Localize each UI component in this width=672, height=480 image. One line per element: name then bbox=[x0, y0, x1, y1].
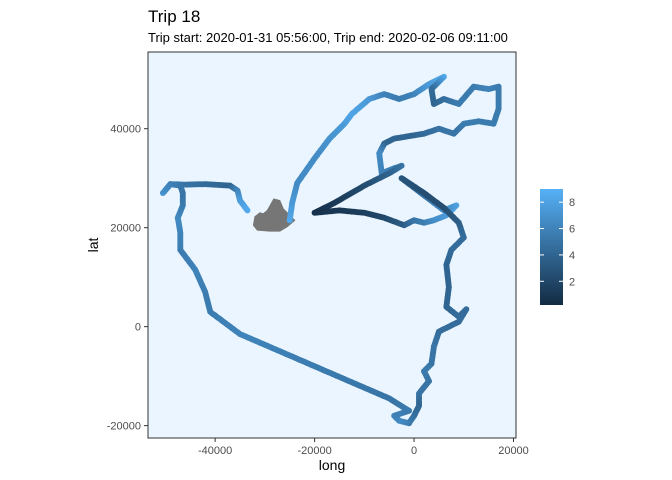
x-tick-label: 20000 bbox=[498, 445, 529, 457]
track-points bbox=[159, 73, 502, 427]
x-axis-title: long bbox=[319, 457, 345, 473]
y-axis: -20000 0 20000 40000 bbox=[107, 124, 148, 433]
y-tick-label: 40000 bbox=[110, 124, 141, 136]
legend-tick-label: 2 bbox=[569, 276, 575, 288]
legend-tick-label: 8 bbox=[569, 197, 575, 209]
y-axis-title: lat bbox=[85, 238, 101, 253]
legend-tick-label: 4 bbox=[569, 250, 575, 262]
x-tick-label: -40000 bbox=[198, 445, 232, 457]
y-tick-label: 0 bbox=[135, 322, 141, 334]
x-tick-label: -20000 bbox=[297, 445, 331, 457]
color-legend-bar bbox=[540, 189, 563, 305]
island-polygon bbox=[252, 198, 296, 232]
legend-tick-label: 6 bbox=[569, 224, 575, 236]
x-tick-label: 0 bbox=[411, 445, 417, 457]
y-tick-label: -20000 bbox=[107, 421, 141, 433]
island-shape bbox=[252, 198, 296, 232]
plot-panel bbox=[147, 51, 517, 439]
color-legend: 2 4 6 8 bbox=[540, 189, 575, 305]
x-axis: -40000 -20000 0 20000 bbox=[198, 438, 529, 457]
y-tick-label: 20000 bbox=[110, 223, 141, 235]
track-point bbox=[244, 207, 251, 214]
chart-title: Trip 18 bbox=[148, 7, 200, 26]
chart-subtitle: Trip start: 2020-01-31 05:56:00, Trip en… bbox=[148, 30, 508, 45]
